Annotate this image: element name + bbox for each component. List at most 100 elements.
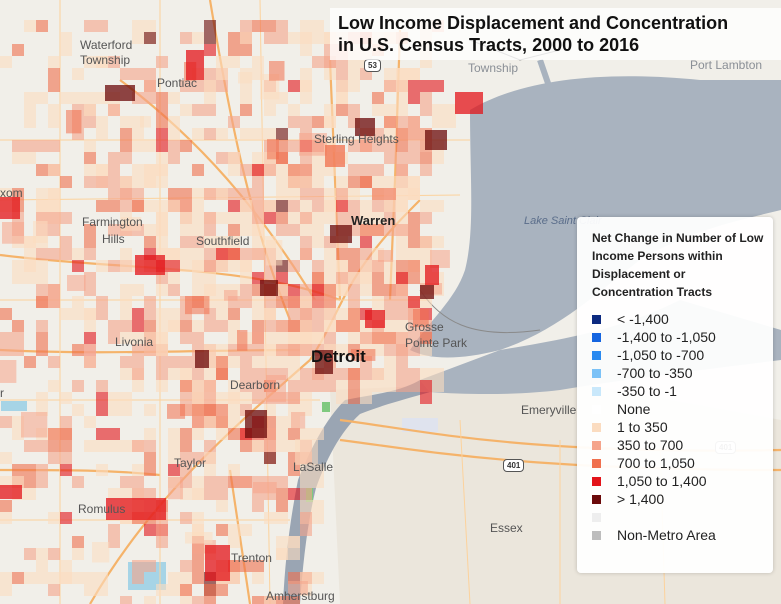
census-tract (48, 512, 60, 524)
census-tract (204, 236, 216, 248)
census-tract (108, 440, 120, 452)
census-tract (216, 56, 240, 68)
place-romulus: Romulus (78, 502, 126, 516)
census-tract (36, 20, 48, 32)
census-tract (48, 188, 60, 200)
legend-row: 350 to 700 (592, 436, 773, 454)
census-tract (216, 128, 228, 140)
census-tract (96, 440, 108, 452)
census-tract (156, 380, 168, 392)
census-tract (396, 200, 408, 212)
census-tract (192, 200, 204, 212)
census-tract (365, 310, 385, 328)
census-tract (420, 236, 444, 248)
census-tract (252, 368, 264, 380)
census-tract (396, 236, 408, 260)
census-tract (72, 344, 84, 356)
census-tract (360, 272, 372, 284)
census-tract (180, 584, 192, 596)
census-tract (384, 152, 396, 164)
census-tract (108, 152, 120, 176)
place-sterling-heights: Sterling Heights (314, 132, 399, 146)
census-tract (0, 308, 12, 320)
census-tract (420, 80, 444, 92)
census-tract (120, 356, 144, 368)
census-tract (228, 404, 240, 428)
census-tract (120, 248, 132, 260)
census-tract (168, 272, 180, 284)
place-livonia: Livonia (115, 335, 154, 349)
census-tract (48, 380, 60, 392)
census-tract (36, 464, 48, 488)
census-tract (264, 32, 288, 44)
census-tract (0, 452, 12, 464)
census-tract (336, 188, 348, 200)
census-tract (372, 332, 384, 344)
census-tract (36, 392, 48, 416)
census-tract (240, 248, 264, 260)
census-tract (325, 145, 345, 167)
census-tract (60, 32, 72, 56)
census-tract (48, 548, 60, 560)
census-tract (156, 344, 168, 356)
census-tract (312, 308, 324, 332)
legend-label: > 1,400 (617, 491, 665, 507)
census-tract (156, 308, 168, 320)
census-tract (168, 140, 180, 164)
legend-label: -1,400 to -1,050 (617, 329, 716, 345)
legend-row: None (592, 400, 773, 418)
census-tract (384, 272, 396, 284)
census-tract (216, 68, 228, 80)
census-tract (12, 572, 24, 584)
census-tract (300, 308, 312, 320)
census-tract (384, 380, 396, 392)
census-tract (288, 344, 300, 356)
census-tract (384, 356, 396, 368)
legend-swatch (592, 368, 601, 378)
census-tract (336, 248, 360, 260)
census-tract (237, 330, 248, 351)
census-tract (240, 296, 252, 308)
census-tract (348, 308, 360, 332)
census-tract (72, 68, 84, 80)
census-tract (96, 116, 108, 140)
census-tract (120, 152, 132, 164)
census-tract (0, 572, 12, 596)
census-tract (288, 176, 312, 188)
census-tract (84, 104, 96, 116)
census-tract (384, 260, 396, 272)
legend-swatch (592, 386, 601, 396)
census-tract (84, 416, 96, 428)
census-tract (120, 68, 144, 80)
census-tract (300, 44, 312, 56)
census-tracts (0, 20, 483, 604)
census-tract (276, 212, 288, 224)
census-tract (336, 260, 348, 272)
census-tract (108, 524, 120, 536)
census-tract (300, 284, 312, 296)
census-tract (228, 308, 240, 320)
census-tract (121, 217, 142, 231)
census-tract (336, 200, 348, 212)
census-tract (48, 296, 60, 308)
census-tract (84, 152, 96, 164)
census-tract (120, 128, 132, 152)
place-lasalle: LaSalle (293, 460, 334, 474)
census-tract (132, 380, 144, 392)
census-tract (180, 260, 192, 272)
census-tract (315, 350, 333, 374)
census-tract (12, 140, 24, 152)
census-tract (312, 236, 324, 248)
census-tract (24, 572, 48, 584)
census-tract (204, 596, 216, 604)
census-tract (396, 104, 408, 116)
census-tract (288, 32, 312, 44)
census-tract (408, 68, 420, 80)
census-tract (167, 404, 186, 419)
census-tract (168, 200, 180, 212)
legend-row: -700 to -350 (592, 364, 773, 382)
census-tract (144, 32, 156, 44)
census-tract (96, 392, 108, 416)
census-tract (132, 368, 144, 380)
census-tract (144, 440, 156, 452)
